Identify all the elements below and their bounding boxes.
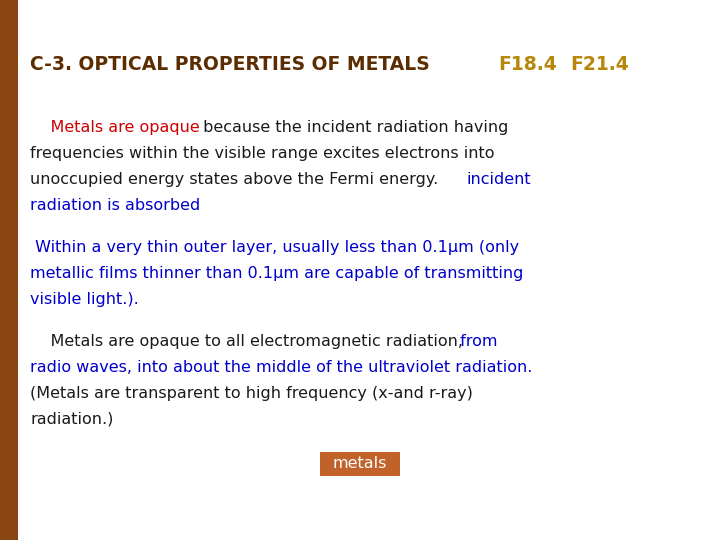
Text: radiation is absorbed: radiation is absorbed <box>30 198 200 213</box>
Text: visible light.).: visible light.). <box>30 292 139 307</box>
Text: F21.4: F21.4 <box>570 55 629 74</box>
Text: from: from <box>455 334 498 349</box>
Text: Metals are opaque: Metals are opaque <box>30 120 199 135</box>
Text: (Metals are transparent to high frequency (x-and r-ray): (Metals are transparent to high frequenc… <box>30 386 473 401</box>
FancyBboxPatch shape <box>0 0 18 540</box>
Text: frequencies within the visible range excites electrons into: frequencies within the visible range exc… <box>30 146 495 161</box>
Text: incident: incident <box>467 172 531 187</box>
Text: unoccupied energy states above the Fermi energy.: unoccupied energy states above the Fermi… <box>30 172 438 187</box>
Text: metals: metals <box>333 456 387 471</box>
Text: metallic films thinner than 0.1μm are capable of transmitting: metallic films thinner than 0.1μm are ca… <box>30 266 523 281</box>
Text: radiation.): radiation.) <box>30 412 113 427</box>
Text: C-3. OPTICAL PROPERTIES OF METALS: C-3. OPTICAL PROPERTIES OF METALS <box>30 55 430 74</box>
Text: F18.4: F18.4 <box>498 55 557 74</box>
Text: Within a very thin outer layer, usually less than 0.1μm (only: Within a very thin outer layer, usually … <box>30 240 519 255</box>
Text: Metals are opaque to all electromagnetic radiation,: Metals are opaque to all electromagnetic… <box>30 334 463 349</box>
Text: because the incident radiation having: because the incident radiation having <box>198 120 508 135</box>
FancyBboxPatch shape <box>320 452 400 476</box>
Text: radio waves, into about the middle of the ultraviolet radiation.: radio waves, into about the middle of th… <box>30 360 532 375</box>
